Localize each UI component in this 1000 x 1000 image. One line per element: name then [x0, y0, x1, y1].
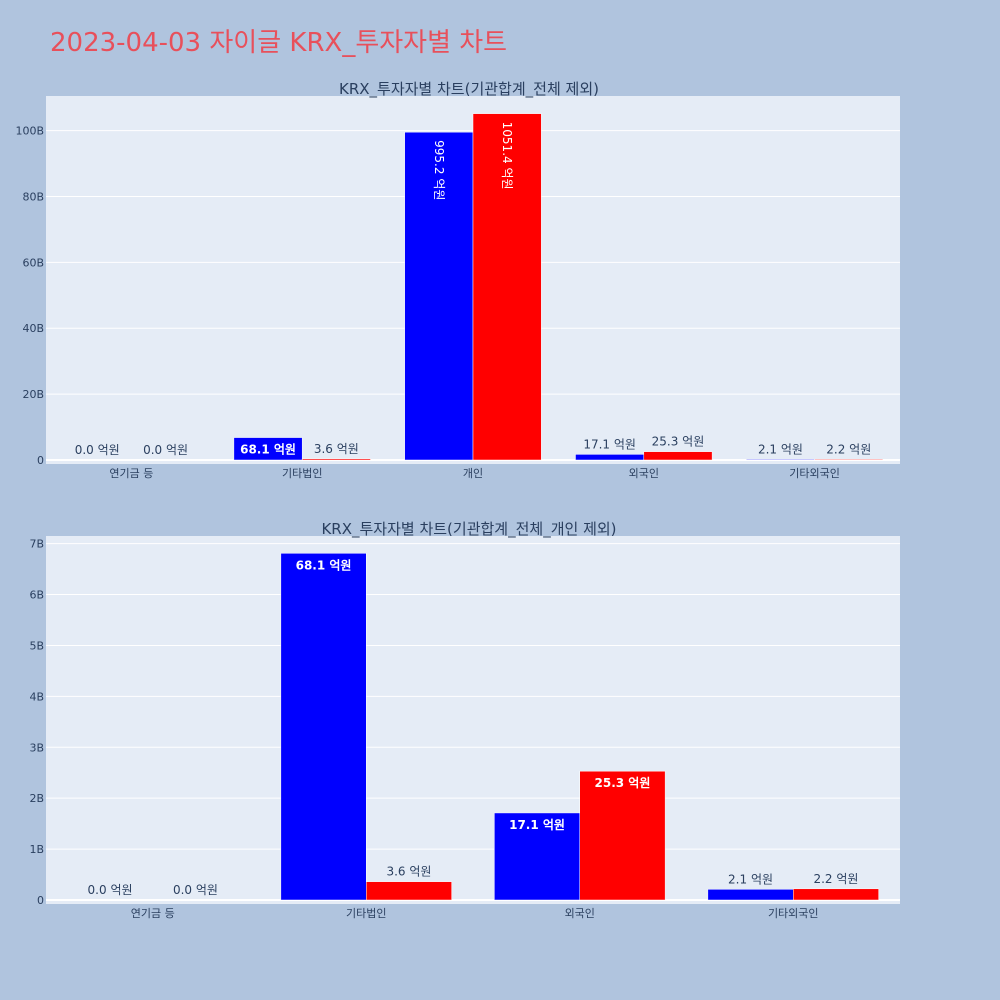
chart1-data-label: 0.0 억원	[75, 443, 120, 457]
chart2-data-label: 0.0 억원	[88, 883, 133, 897]
chart2-ytick-label: 5B	[29, 639, 44, 652]
chart2-ytick-label: 7B	[29, 538, 44, 551]
chart2-ytick-label: 3B	[29, 741, 44, 754]
chart1-data-label: 17.1 억원	[583, 437, 636, 451]
chart1-data-label: 25.3 억원	[652, 435, 705, 449]
chart2-ytick-label: 6B	[29, 589, 44, 602]
chart2-xtick-label: 기타법인	[346, 907, 386, 920]
chart2-data-label: 3.6 억원	[386, 865, 431, 879]
chart1-bar	[643, 451, 713, 461]
chart1-xtick-label: 기타법인	[282, 467, 322, 480]
chart2-xtick-label: 연기금 등	[131, 907, 175, 920]
chart1-data-label: 995.2 억원	[432, 140, 446, 200]
chart2-bar	[793, 888, 879, 901]
chart2-data-label: 0.0 억원	[173, 883, 218, 897]
chart1-ytick-label: 0	[37, 454, 44, 467]
chart1-data-label: 68.1 억원	[240, 443, 296, 457]
chart2-ytick-label: 2B	[29, 792, 44, 805]
chart1-bar	[814, 459, 884, 461]
chart1-data-label: 2.2 억원	[826, 442, 871, 456]
chart1-bar	[746, 459, 815, 461]
chart1-ytick-label: 80B	[22, 190, 44, 203]
chart2-bar	[280, 553, 367, 901]
chart2-xtick-label: 기타외국인	[768, 907, 819, 920]
chart1-bar	[575, 454, 645, 461]
chart1-xtick-label: 연기금 등	[109, 467, 153, 480]
chart2-ytick-label: 1B	[29, 843, 44, 856]
chart2-title: KRX_투자자별 차트(기관합계_전체_개인 제외)	[321, 520, 616, 539]
chart2-bar	[707, 889, 794, 901]
chart1-ytick-label: 60B	[22, 256, 44, 269]
chart1-bar	[404, 131, 474, 461]
chart1-data-label: 1051.4 억원	[500, 122, 514, 190]
chart2-plot-area	[46, 536, 900, 904]
chart2-ytick-label: 4B	[29, 690, 44, 703]
chart2-ytick-label: 0	[37, 894, 44, 907]
chart1-bar	[472, 113, 542, 461]
chart1-ytick-label: 40B	[22, 322, 44, 335]
chart2-xtick-label: 외국인	[565, 907, 595, 920]
chart1-xtick-label: 외국인	[629, 467, 659, 480]
chart2-bar	[366, 881, 452, 901]
chart2-data-label: 2.2 억원	[813, 872, 858, 886]
chart1-data-label: 2.1 억원	[758, 442, 803, 456]
chart1-xtick-label: 기타외국인	[789, 467, 840, 480]
chart1-ytick-label: 100B	[15, 125, 44, 138]
chart1-data-label: 0.0 억원	[143, 443, 188, 457]
chart1-bar	[301, 458, 371, 461]
chart2-bar	[494, 812, 581, 901]
chart2-data-label: 25.3 억원	[595, 776, 651, 790]
chart1-ytick-label: 20B	[22, 388, 44, 401]
chart2-bar	[579, 770, 666, 901]
chart1-bar	[233, 437, 303, 461]
chart2-data-label: 2.1 억원	[728, 872, 773, 886]
chart2-data-label: 17.1 억원	[509, 818, 565, 832]
page-title: 2023-04-03 자이글 KRX_투자자별 차트	[50, 28, 508, 58]
chart1-title: KRX_투자자별 차트(기관합계_전체 제외)	[339, 80, 599, 99]
chart1-data-label: 3.6 억원	[314, 442, 359, 456]
chart2-data-label: 68.1 억원	[296, 558, 352, 572]
chart1-xtick-label: 개인	[463, 467, 483, 480]
